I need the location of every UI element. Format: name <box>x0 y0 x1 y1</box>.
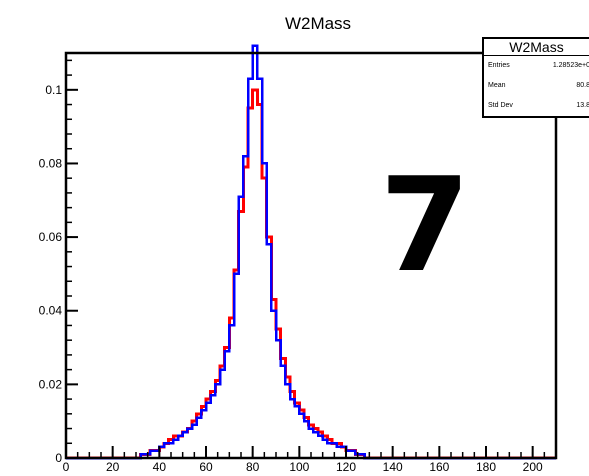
x-tick-label: 60 <box>199 460 213 474</box>
x-tick-label: 120 <box>336 460 356 474</box>
stats-label: Entries <box>488 62 510 69</box>
x-tick-label: 180 <box>476 460 496 474</box>
stats-box: W2Mass Entries 1.28523e+0 Mean 80.8 Std … <box>482 37 589 118</box>
histogram-series-group <box>66 44 556 460</box>
stats-row-entries: Entries 1.28523e+0 <box>484 56 589 76</box>
histogram-series-0 <box>66 88 556 460</box>
x-tick-label: 100 <box>289 460 309 474</box>
stats-value: 1.28523e+0 <box>552 62 589 69</box>
x-tick-label: 80 <box>246 460 260 474</box>
axes-group: 0 0.02 0.04 0.06 0.08 0.1 0 20 40 60 80 100 120 140 16… <box>39 51 558 474</box>
y-tick-label: 0.04 <box>39 304 63 318</box>
stats-label: Std Dev <box>488 102 513 109</box>
stats-row-stddev: Std Dev 13.8 <box>484 96 589 116</box>
stats-label: Mean <box>488 82 506 89</box>
stats-row-mean: Mean 80.8 <box>484 76 589 96</box>
chart-title: W2Mass <box>285 14 351 33</box>
stats-value: 80.8 <box>576 82 589 89</box>
stats-value: 13.8 <box>576 102 589 109</box>
y-tick-label: 0 <box>55 451 62 465</box>
x-tick-label: 0 <box>63 460 70 474</box>
x-tick-label: 160 <box>429 460 449 474</box>
y-tick-label: 0.06 <box>39 230 63 244</box>
x-tick-label: 200 <box>523 460 543 474</box>
y-tick-label: 0.02 <box>39 377 63 391</box>
y-tick-label: 0.1 <box>45 83 62 97</box>
x-tick-label: 140 <box>383 460 403 474</box>
y-tick-label: 0.08 <box>39 156 63 170</box>
x-tick-label: 40 <box>153 460 167 474</box>
histogram-series-1 <box>66 44 556 460</box>
x-tick-label: 20 <box>106 460 120 474</box>
overlay-annotation: 7 <box>380 149 470 301</box>
stats-title: W2Mass <box>484 39 589 56</box>
